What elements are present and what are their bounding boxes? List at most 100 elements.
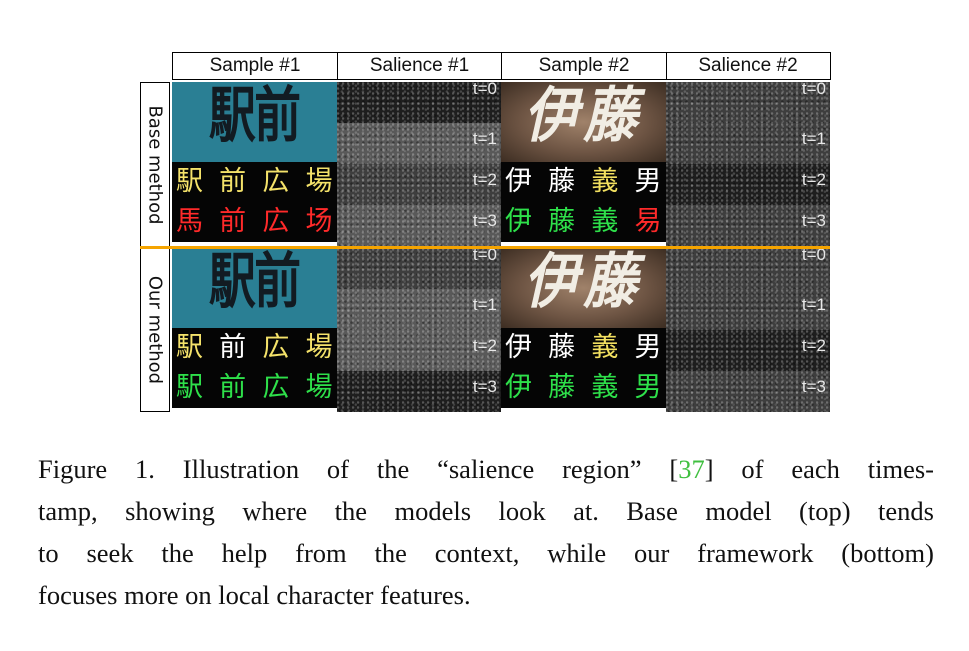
base-sample2-prediction: 伊藤義易	[501, 202, 666, 242]
base-salience1-t=0: t=0	[336, 82, 501, 123]
timestep-label: t=2	[801, 336, 826, 355]
prediction-char: 広	[262, 332, 290, 363]
caption-line-2: tamp, showing where the models look at. …	[38, 496, 934, 526]
prediction-char: 広	[262, 166, 290, 197]
base-salience2-t=1: t=1	[665, 123, 830, 164]
caption-text: ] of each times-	[704, 454, 934, 484]
ours-sample2-prediction: 伊藤義男	[501, 368, 666, 408]
timestep-label: t=2	[472, 170, 497, 189]
prediction-char: 駅	[176, 332, 203, 363]
base-salience2-t=3: t=3	[665, 205, 830, 248]
ours-sample2-prediction: 伊藤義男	[501, 328, 666, 368]
prediction-char: 易	[634, 206, 662, 237]
prediction-char: 前	[219, 166, 247, 197]
prediction-char: 場	[305, 166, 333, 197]
prediction-char: 伊	[505, 206, 532, 237]
row-label-ours-text: Our method	[144, 275, 166, 385]
prediction-char: 前	[219, 332, 247, 363]
timestep-label: t=3	[472, 211, 497, 230]
base-salience2-t=0: t=0	[665, 82, 830, 123]
ours-salience2-t=1: t=1	[665, 289, 830, 330]
figure-caption: Figure 1. Illustration of the “salience …	[38, 448, 934, 616]
prediction-char: 藤	[548, 332, 576, 363]
prediction-char: 前	[219, 206, 247, 237]
prediction-char: 駅	[176, 166, 203, 197]
timestep-label: t=1	[472, 129, 497, 148]
prediction-char: 藤	[548, 372, 576, 403]
prediction-char: 伊	[505, 332, 532, 363]
timestep-label: t=2	[472, 336, 497, 355]
ours-salience1-t=3: t=3	[336, 371, 501, 412]
method-divider	[140, 246, 830, 249]
timestep-label: t=3	[801, 377, 826, 396]
prediction-text: 駅前広場	[176, 368, 333, 408]
ours-salience2-t=3: t=3	[665, 371, 830, 412]
prediction-char: 场	[305, 206, 333, 237]
base-salience1-t=2: t=2	[336, 164, 501, 205]
prediction-char: 前	[219, 372, 247, 403]
timestep-label: t=1	[472, 295, 497, 314]
prediction-char: 伊	[505, 166, 532, 197]
prediction-text: 伊藤義男	[505, 328, 662, 368]
prediction-char: 藤	[548, 206, 576, 237]
timestep-label: t=3	[801, 211, 826, 230]
timestep-label: t=1	[801, 129, 826, 148]
prediction-char: 馬	[176, 206, 203, 237]
caption-line-4: focuses more on local character features…	[38, 580, 471, 610]
base-sample2-prediction: 伊藤義男	[501, 162, 666, 202]
ours-sample1-prediction: 駅前広場	[172, 328, 337, 368]
prediction-char: 義	[591, 166, 619, 197]
row-label-base-text: Base method	[144, 105, 166, 225]
ours-salience2-t=2: t=2	[665, 330, 830, 371]
ours-salience1-t=0: t=0	[336, 248, 501, 289]
prediction-char: 義	[591, 332, 619, 363]
prediction-char: 男	[634, 166, 662, 197]
base-sample1-prediction: 馬前広场	[172, 202, 337, 242]
base-salience2-t=2: t=2	[665, 164, 830, 205]
ours-salience1-t=2: t=2	[336, 330, 501, 371]
base-sample1-prediction: 駅前広場	[172, 162, 337, 202]
prediction-text: 伊藤義易	[505, 202, 662, 242]
timestep-label: t=0	[472, 82, 497, 98]
ours-sample1-prediction: 駅前広場	[172, 368, 337, 408]
prediction-text: 伊藤義男	[505, 368, 662, 408]
header-salience-2: Salience #2	[665, 52, 831, 80]
base-salience1-t=3: t=3	[336, 205, 501, 248]
prediction-char: 伊	[505, 372, 532, 403]
timestep-label: t=0	[801, 82, 826, 98]
prediction-text: 駅前広場	[176, 328, 333, 368]
prediction-char: 藤	[548, 166, 576, 197]
prediction-char: 広	[262, 206, 290, 237]
header-sample-1: Sample #1	[172, 52, 338, 80]
base-salience1-t=1: t=1	[336, 123, 501, 164]
caption-line-1: Figure 1. Illustration of the “salience …	[38, 448, 934, 490]
row-label-ours: Our method	[140, 248, 170, 412]
figure-1: Sample #1 Salience #1 Sample #2 Salience…	[140, 52, 831, 412]
prediction-text: 伊藤義男	[505, 162, 662, 202]
header-sample-2: Sample #2	[501, 52, 667, 80]
timestep-label: t=0	[472, 248, 497, 264]
citation-link[interactable]: 37	[678, 454, 705, 484]
prediction-text: 馬前広场	[176, 202, 333, 242]
caption-line-3: to seek the help from the context, while…	[38, 538, 934, 568]
timestep-label: t=2	[801, 170, 826, 189]
prediction-char: 男	[634, 372, 662, 403]
timestep-label: t=0	[801, 248, 826, 264]
ours-salience1-t=1: t=1	[336, 289, 501, 330]
prediction-char: 場	[305, 332, 333, 363]
prediction-char: 広	[262, 372, 290, 403]
column-headers: Sample #1 Salience #1 Sample #2 Salience…	[172, 52, 831, 82]
prediction-text: 駅前広場	[176, 162, 333, 202]
caption-text: Figure 1. Illustration of the “salience …	[38, 454, 679, 484]
prediction-char: 場	[305, 372, 333, 403]
prediction-char: 駅	[176, 372, 203, 403]
ours-salience2-t=0: t=0	[665, 248, 830, 289]
